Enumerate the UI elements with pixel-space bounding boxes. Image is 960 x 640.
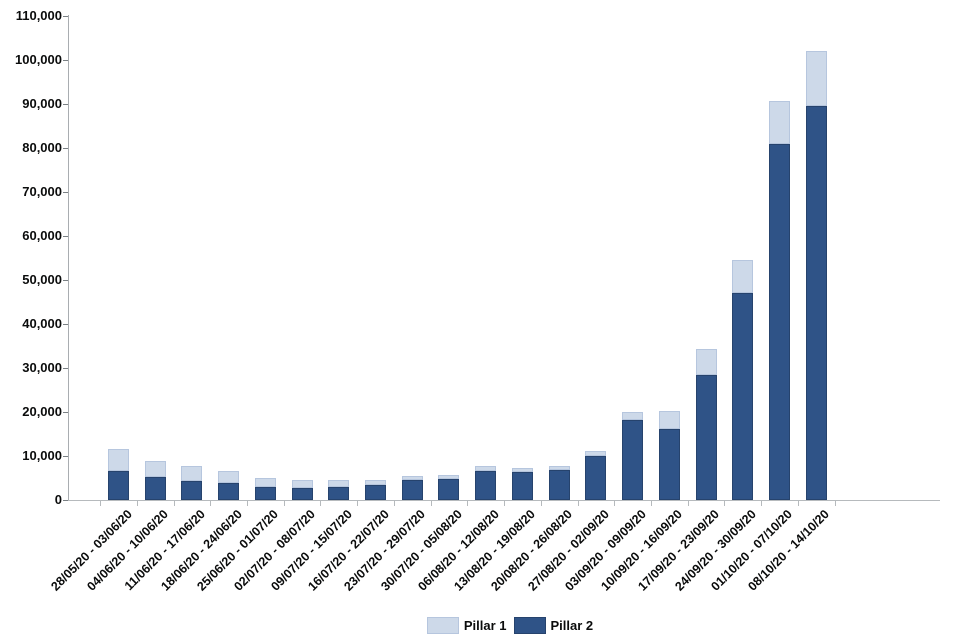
x-axis-tick [430,501,432,506]
x-axis-tick [797,501,799,506]
bar-segment-pillar-2 [365,485,387,500]
x-axis-tick [467,501,469,506]
bar-segment-pillar-2 [401,480,423,500]
x-axis-tick [761,501,763,506]
bar-segment-pillar-2 [218,483,240,500]
x-axis-tick [247,501,249,506]
x-axis-tick [100,501,102,506]
bar-segment-pillar-2 [732,292,754,500]
y-tick-label: 30,000 [22,360,62,375]
bar-segment-pillar-2 [805,106,827,500]
bar-segment-pillar-2 [548,469,570,500]
bar-segment-pillar-1 [548,465,570,470]
x-axis-tick [210,501,212,506]
x-axis-tick [320,501,322,506]
x-axis-tick [577,501,579,506]
bar-segment-pillar-1 [768,100,790,145]
y-axis-tick [63,368,68,369]
bar-segment-pillar-2 [475,471,497,500]
bar-segment-pillar-2 [585,456,607,500]
x-axis-tick [357,501,359,506]
bar-segment-pillar-1 [254,478,276,487]
bar-segment-pillar-1 [144,461,166,478]
bar-segment-pillar-1 [218,471,240,484]
bar-segment-pillar-1 [658,411,680,430]
x-axis-tick [687,501,689,506]
bar-segment-pillar-1 [475,466,497,472]
bar-segment-pillar-2 [108,470,129,500]
y-axis-tick [63,280,68,281]
bar-segment-pillar-1 [805,51,827,107]
legend-item-pillar-1: Pillar 1 [426,616,507,634]
y-tick-label: 90,000 [22,96,62,111]
y-tick-label: 80,000 [22,140,62,155]
y-axis-tick [63,16,68,17]
y-axis-tick [63,456,68,457]
bar-segment-pillar-1 [732,259,754,293]
bar-segment-pillar-1 [695,348,717,376]
bar-segment-pillar-2 [254,486,276,500]
bar-segment-pillar-2 [768,144,790,500]
y-tick-label: 70,000 [22,184,62,199]
y-tick-label: 40,000 [22,316,62,331]
bar-segment-pillar-1 [438,474,460,479]
x-axis-tick [136,501,138,506]
y-tick-label: 50,000 [22,272,62,287]
y-axis-tick [63,148,68,149]
bar-segment-pillar-2 [695,375,717,500]
bar-segment-pillar-2 [658,429,680,500]
bar-segment-pillar-1 [328,479,350,487]
bar-segment-pillar-1 [181,466,203,481]
y-tick-label: 0 [54,492,62,507]
y-tick-label: 100,000 [15,52,62,67]
y-axis-tick [63,60,68,61]
chart-legend: Pillar 1 Pillar 2 [30,616,960,634]
y-axis-line [68,15,69,500]
bar-segment-pillar-1 [585,450,607,457]
y-tick-label: 10,000 [22,448,62,463]
bar-segment-pillar-2 [438,478,460,500]
y-axis-tick [63,324,68,325]
x-axis-tick [834,501,836,506]
legend-label-pillar-1: Pillar 1 [463,617,507,633]
bar-segment-pillar-2 [144,477,166,500]
y-axis-tick [63,500,68,501]
bar-segment-pillar-2 [328,487,350,500]
bar-segment-pillar-1 [401,475,423,481]
x-axis-tick [283,501,285,506]
y-tick-label: 60,000 [22,228,62,243]
legend-label-pillar-2: Pillar 2 [550,617,594,633]
bar-segment-pillar-1 [511,467,533,473]
x-axis-tick [504,501,506,506]
y-axis-tick [63,104,68,105]
y-tick-label: 110,000 [15,8,62,23]
y-tick-label: 20,000 [22,404,62,419]
x-axis-tick [540,501,542,506]
x-axis-tick [393,501,395,506]
x-axis-tick [173,501,175,506]
bar-segment-pillar-1 [108,448,129,471]
y-axis-tick [63,192,68,193]
bar-segment-pillar-1 [291,480,313,488]
y-axis-tick [63,236,68,237]
legend-item-pillar-2: Pillar 2 [513,616,594,634]
bar-segment-pillar-2 [181,480,203,500]
x-axis-line [68,500,940,501]
bar-segment-pillar-1 [622,412,644,420]
bar-segment-pillar-2 [622,419,644,500]
bar-segment-pillar-1 [365,479,387,486]
bar-segment-pillar-2 [291,487,313,500]
legend-swatch-pillar-2 [513,616,546,634]
legend-swatch-pillar-1 [426,616,459,634]
bar-segment-pillar-2 [511,472,533,500]
x-axis-tick [724,501,726,506]
y-axis-tick [63,412,68,413]
x-axis-tick [650,501,652,506]
x-axis-tick [614,501,616,506]
